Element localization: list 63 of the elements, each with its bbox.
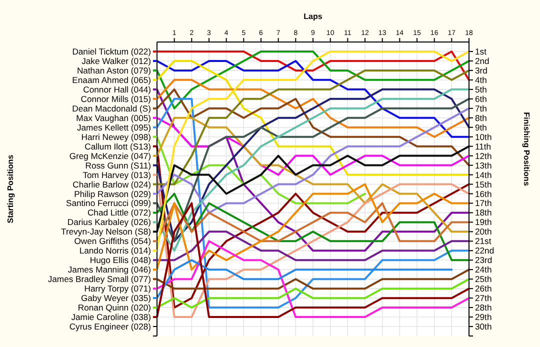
y-tick-label: 1st [475,46,488,56]
y-tick-label: 28th [475,302,492,313]
legend-label: Philip Rawson (029) [74,188,152,199]
legend-label: Jake Walker (012) [82,56,152,66]
y-tick-label: 3rd [475,65,488,76]
legend-label: Chad Little (072) [87,208,152,218]
legend-label: Charlie Barlow (024) [72,179,152,190]
legend-label: Tom Harvey (013) [82,170,152,180]
y-tick-label: 8th [475,112,488,123]
legend-label: Hugo Ellis (048) [90,255,152,266]
legend-label: Lando Norris (014) [79,246,152,256]
y-axis-title: Finishing Positions [522,112,531,186]
legend-label: Harry Torpy (071) [84,284,152,294]
y-tick-label: 26th [475,284,492,294]
legend-label: Enaam Ahmed (065) [72,74,152,85]
legend-label: James Manning (046) [68,264,152,275]
y-tick-label: 11th [475,141,492,152]
y-tick-label: 24th [475,264,492,275]
legend-label: Max Vaughan (005) [76,112,152,123]
y-tick-label: 13th [475,160,492,170]
legend-label: Harri Newey (098) [81,132,152,142]
legend-label: Connor Mills (015) [80,94,152,104]
y-tick-label: 2nd [475,56,490,66]
x-axis-title: Laps [304,12,323,21]
y-tick-label: 18th [475,208,492,218]
legend-label: Santino Ferrucci (099) [66,198,152,208]
y-tick-label: 27th [475,293,492,304]
y-tick-label: 17th [475,198,492,208]
y-tick-label: 15th [475,179,492,190]
legend-label: Jamie Caroline (038) [71,312,152,322]
legend-label: Owen Griffiths (054) [74,236,152,246]
y-tick-label: 25th [475,274,492,284]
y-tick-label: 23rd [475,255,492,266]
y-tick-label: 21st [475,236,492,246]
text: Cyrus Engineer (028) [69,322,152,332]
y-tick-label: 5th [475,84,488,94]
legend-label: Callum Ilott (S13) [84,141,152,152]
legend-label: Darius Karbaley (026) [67,217,152,228]
legend-label: James Bradley Small (077) [48,274,152,284]
y-tick-label: 19th [475,217,492,228]
y-tick-label: 14th [475,170,492,180]
y-tick-label: 16th [475,188,492,199]
y-tick-label: 4th [475,74,488,85]
y-tick-label: 20th [475,226,492,237]
legend-label: Gaby Weyer (035) [80,293,152,304]
legend-label: James Kellett (095) [76,122,152,132]
legend-label: Greg McKenzie (047) [69,150,152,161]
y-tick-label: 29th [475,312,492,322]
text: Starting Positions [6,154,15,224]
y-tick-label: 7th [475,103,488,114]
y-tick-label: 9th [475,122,488,132]
legend-label: Ronan Quinn (020) [78,302,152,313]
legend-label: Nathan Aston (079) [76,65,152,76]
y-tick-label: 10th [475,132,492,142]
y-tick-label: 6th [475,94,488,104]
legend-label: Trevyn-Jay Nelson (S8) [61,226,152,237]
legend-label: Ross Gunn (S11) [85,160,152,170]
y-tick-label: 12th [475,150,492,161]
legend-label: Daniel Ticktum (022) [72,46,152,56]
legend-label: Dean Macdonald (S) [72,103,152,114]
y-tick-label: 30th [475,322,492,332]
y-tick-label: 22nd [475,246,494,256]
legend-label: Connor Hall (044) [83,84,152,94]
